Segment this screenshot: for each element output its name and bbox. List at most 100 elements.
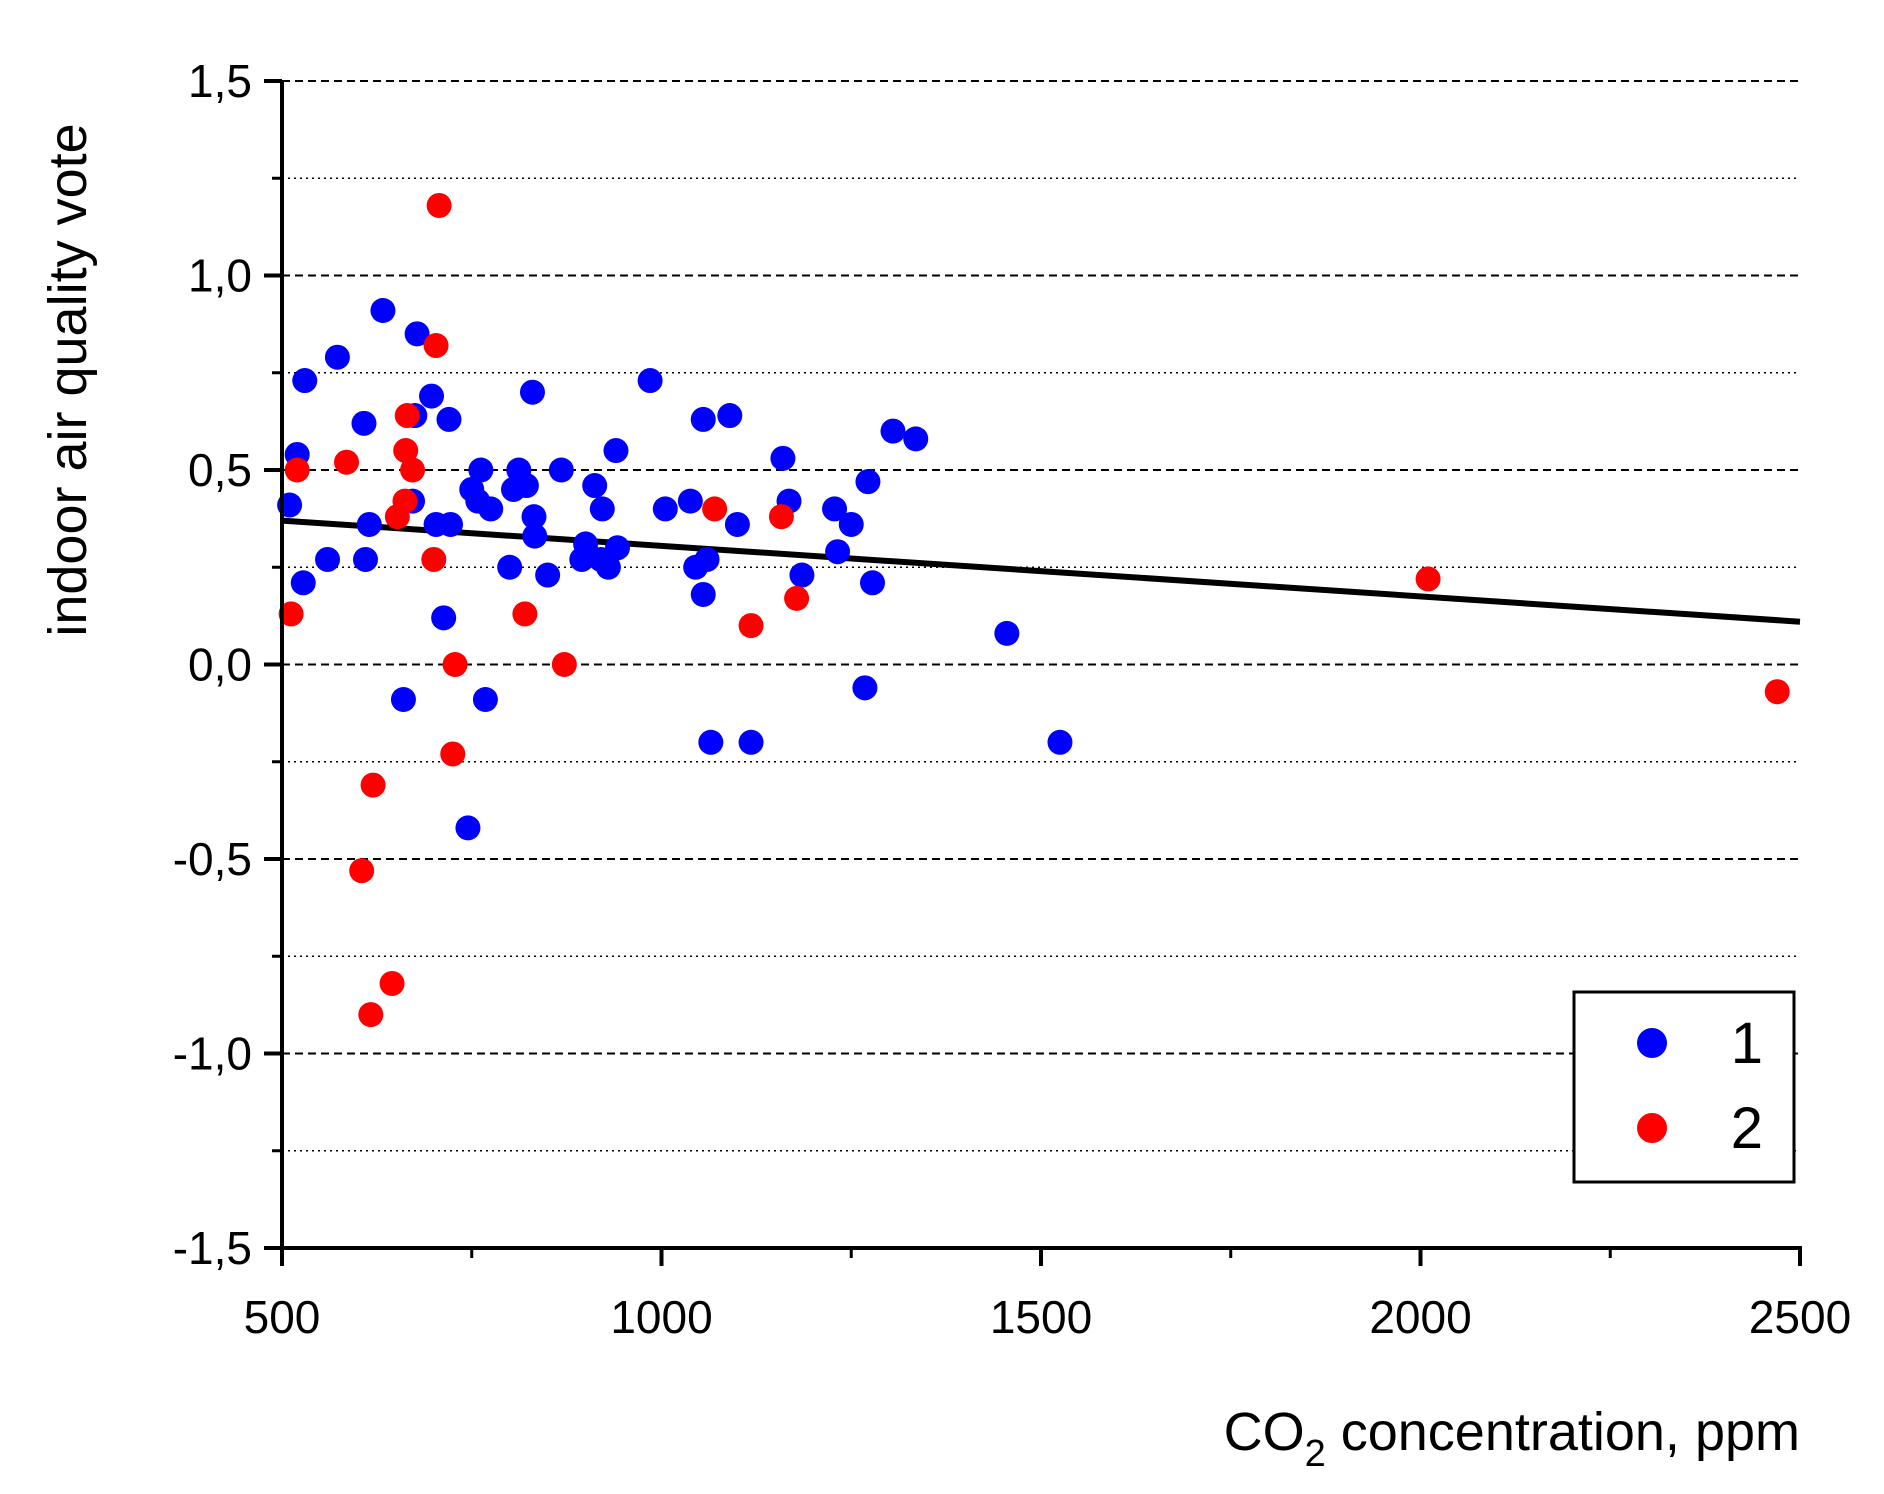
data-point-series-2 bbox=[334, 449, 360, 475]
data-point-series-1 bbox=[352, 546, 378, 572]
data-point-series-1 bbox=[521, 504, 547, 530]
data-point-series-1 bbox=[455, 815, 481, 841]
x-tick-label: 1000 bbox=[610, 1291, 712, 1343]
data-point-series-2 bbox=[1764, 679, 1790, 705]
data-point-series-1 bbox=[472, 687, 498, 713]
data-point-series-1 bbox=[637, 368, 663, 394]
data-point-series-1 bbox=[822, 496, 848, 522]
data-point-series-1 bbox=[582, 473, 608, 499]
data-point-series-1 bbox=[994, 620, 1020, 646]
data-point-series-2 bbox=[349, 858, 375, 884]
data-point-series-1 bbox=[825, 539, 851, 565]
data-points bbox=[277, 192, 1790, 1028]
data-point-series-1 bbox=[1047, 729, 1073, 755]
y-tick-label: -1,0 bbox=[173, 1028, 252, 1080]
data-point-series-1 bbox=[694, 546, 720, 572]
x-axis-title: CO2 concentration, ppm bbox=[1224, 1402, 1800, 1475]
data-point-series-1 bbox=[497, 554, 523, 580]
data-point-series-2 bbox=[394, 403, 420, 429]
axis-ticks: 500 1000 1500 2000 2500 1,5 1,0 0,5 0,0 -0,5 -1,0 -… bbox=[173, 55, 1851, 1343]
x-axis-title-subscript: 2 bbox=[1305, 1433, 1326, 1475]
data-point-series-1 bbox=[604, 535, 630, 561]
data-point-series-1 bbox=[519, 379, 545, 405]
data-point-series-1 bbox=[589, 496, 615, 522]
data-point-series-2 bbox=[738, 613, 764, 639]
data-point-series-2 bbox=[423, 333, 449, 359]
data-point-series-2 bbox=[392, 488, 418, 514]
legend-marker-series-1 bbox=[1637, 1028, 1667, 1058]
legend: 1 2 bbox=[1572, 990, 1796, 1184]
data-point-series-2 bbox=[702, 496, 728, 522]
data-point-series-1 bbox=[652, 496, 678, 522]
data-point-series-1 bbox=[677, 488, 703, 514]
data-point-series-2 bbox=[784, 585, 810, 611]
data-point-series-2 bbox=[421, 546, 447, 572]
data-point-series-2 bbox=[284, 457, 310, 483]
data-point-series-1 bbox=[789, 562, 815, 588]
legend-marker-series-2 bbox=[1637, 1113, 1667, 1143]
data-point-series-2 bbox=[393, 438, 419, 464]
data-point-series-1 bbox=[573, 531, 599, 557]
data-point-series-1 bbox=[738, 729, 764, 755]
data-point-series-1 bbox=[404, 321, 430, 347]
data-point-series-1 bbox=[468, 457, 494, 483]
data-point-series-1 bbox=[690, 581, 716, 607]
y-tick-label: 0,5 bbox=[188, 444, 252, 496]
data-point-series-1 bbox=[436, 406, 462, 432]
legend-label-series-2: 2 bbox=[1731, 1096, 1763, 1161]
data-point-series-2 bbox=[379, 970, 405, 996]
data-point-series-1 bbox=[292, 368, 318, 394]
data-point-series-1 bbox=[419, 383, 445, 409]
data-point-series-1 bbox=[535, 562, 561, 588]
data-point-series-2 bbox=[768, 504, 794, 530]
data-point-series-1 bbox=[852, 675, 878, 701]
data-point-series-2 bbox=[278, 601, 304, 627]
x-tick-label: 2000 bbox=[1369, 1291, 1471, 1343]
y-axis-title: indoor air quality vote bbox=[38, 123, 98, 636]
data-point-series-1 bbox=[356, 511, 382, 537]
data-point-series-1 bbox=[513, 473, 539, 499]
data-point-series-1 bbox=[717, 403, 743, 429]
data-point-series-1 bbox=[770, 445, 796, 471]
data-point-series-1 bbox=[390, 687, 416, 713]
y-tick-label: 1,0 bbox=[188, 250, 252, 302]
y-tick-label: 1,5 bbox=[188, 55, 252, 107]
data-point-series-2 bbox=[358, 1002, 384, 1028]
data-point-series-1 bbox=[690, 406, 716, 432]
data-point-series-1 bbox=[855, 469, 881, 495]
data-point-series-2 bbox=[360, 772, 386, 798]
data-point-series-1 bbox=[431, 605, 457, 631]
data-point-series-2 bbox=[442, 652, 468, 677]
data-point-series-1 bbox=[315, 546, 341, 572]
data-point-series-1 bbox=[478, 496, 504, 522]
data-point-series-1 bbox=[724, 511, 750, 537]
data-point-series-2 bbox=[426, 192, 452, 218]
y-tick-label: 0,0 bbox=[188, 639, 252, 691]
data-point-series-1 bbox=[838, 511, 864, 537]
y-tick-label: -1,5 bbox=[173, 1222, 252, 1274]
data-point-series-1 bbox=[351, 410, 377, 436]
data-point-series-2 bbox=[400, 457, 426, 483]
data-point-series-1 bbox=[370, 298, 396, 324]
data-point-series-1 bbox=[522, 523, 548, 549]
legend-label-series-1: 1 bbox=[1731, 1011, 1763, 1076]
x-axis-title-rest: concentration, ppm bbox=[1326, 1402, 1800, 1462]
y-tick-label: -0,5 bbox=[173, 833, 252, 885]
data-point-series-1 bbox=[290, 570, 316, 596]
data-point-series-1 bbox=[548, 457, 574, 483]
x-tick-label: 2500 bbox=[1749, 1291, 1851, 1343]
x-tick-label: 1500 bbox=[990, 1291, 1092, 1343]
data-point-series-1 bbox=[880, 418, 906, 444]
data-point-series-1 bbox=[437, 511, 463, 537]
data-point-series-1 bbox=[903, 426, 929, 452]
data-point-series-1 bbox=[698, 729, 724, 755]
data-point-series-2 bbox=[512, 601, 538, 627]
data-point-series-1 bbox=[860, 570, 886, 596]
data-point-series-1 bbox=[603, 438, 629, 464]
data-point-series-2 bbox=[440, 741, 466, 767]
x-axis-title-main: CO bbox=[1224, 1402, 1305, 1462]
data-point-series-1 bbox=[324, 344, 350, 370]
data-point-series-2 bbox=[1415, 566, 1441, 592]
data-point-series-2 bbox=[551, 652, 577, 677]
